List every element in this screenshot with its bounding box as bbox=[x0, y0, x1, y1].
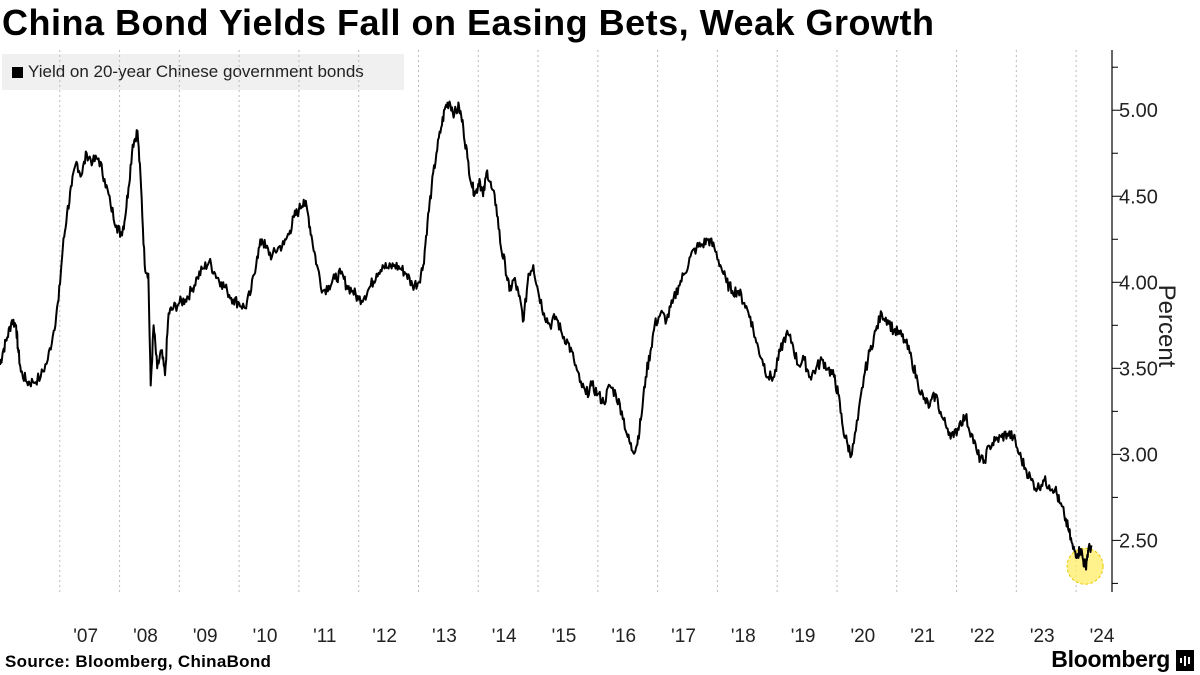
x-tick-label: '23 bbox=[1030, 626, 1055, 647]
legend: Yield on 20-year Chinese government bond… bbox=[2, 54, 404, 90]
x-tick-label: '12 bbox=[372, 626, 397, 647]
y-axis-label: Percent bbox=[1153, 284, 1180, 368]
x-tick-label: '17 bbox=[671, 626, 696, 647]
legend-swatch bbox=[12, 66, 23, 78]
y-axis: 2.50 3.00 3.50 4.00 4.50 5.00 bbox=[1111, 50, 1158, 592]
x-tick-label: '22 bbox=[970, 626, 995, 647]
x-tick-label: '14 bbox=[492, 626, 517, 647]
x-tick-label: '20 bbox=[850, 626, 875, 647]
brand-logo: Bloomberg bbox=[1051, 646, 1170, 672]
x-tick-label: '08 bbox=[133, 626, 158, 647]
x-tick-label: '07 bbox=[73, 626, 98, 647]
x-tick-label: '21 bbox=[910, 626, 935, 647]
x-tick-label: '18 bbox=[731, 626, 756, 647]
y-tick-label: 4.00 bbox=[1119, 272, 1158, 294]
y-tick-label: 5.00 bbox=[1119, 100, 1158, 122]
legend-label: Yield on 20-year Chinese government bond… bbox=[28, 62, 364, 81]
series-line bbox=[0, 100, 1093, 571]
source-note: Source: Bloomberg, ChinaBond bbox=[5, 652, 272, 671]
x-axis: '07 '08 '09 '10 '11 '12 '13 '14 '15 '16 '17 '18 '19 '… bbox=[73, 626, 1115, 647]
x-tick-label: '13 bbox=[432, 626, 457, 647]
y-tick-label: 3.50 bbox=[1119, 358, 1158, 380]
series-lines bbox=[0, 100, 1093, 571]
x-tick-label: '10 bbox=[253, 626, 278, 647]
grid-lines bbox=[59, 50, 1077, 592]
x-tick-label: '24 bbox=[1090, 626, 1115, 647]
y-tick-label: 4.50 bbox=[1119, 186, 1158, 208]
x-tick-label: '16 bbox=[611, 626, 636, 647]
bloomberg-bars-icon bbox=[1176, 650, 1194, 671]
x-tick-label: '19 bbox=[791, 626, 816, 647]
chart-title: China Bond Yields Fall on Easing Bets, W… bbox=[2, 2, 935, 43]
y-tick-label: 3.00 bbox=[1119, 444, 1158, 466]
x-tick-label: '11 bbox=[313, 626, 336, 647]
x-tick-label: '09 bbox=[193, 626, 218, 647]
y-tick-label: 2.50 bbox=[1119, 530, 1158, 552]
x-tick-label: '15 bbox=[552, 626, 577, 647]
